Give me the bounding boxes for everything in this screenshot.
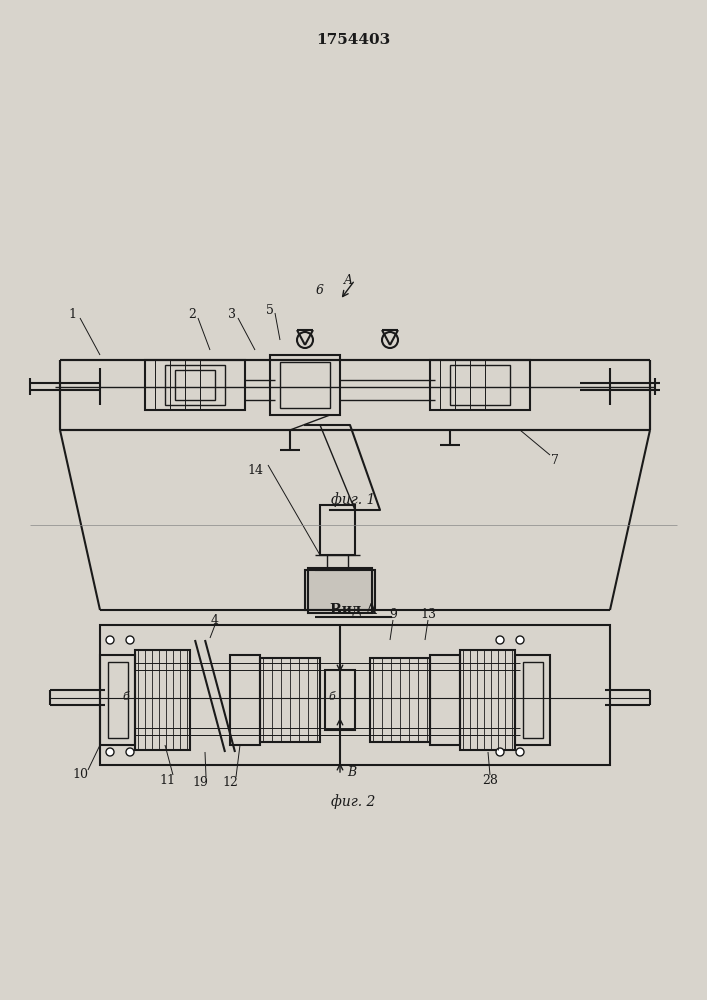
Bar — [165, 365, 225, 405]
Text: 12: 12 — [222, 776, 238, 788]
Text: 10: 10 — [72, 768, 88, 782]
Circle shape — [516, 748, 524, 756]
Bar — [523, 662, 543, 738]
Text: 2: 2 — [188, 308, 196, 322]
Circle shape — [126, 636, 134, 644]
Bar — [145, 360, 245, 410]
Circle shape — [516, 636, 524, 644]
Bar — [460, 650, 515, 750]
Text: 1754403: 1754403 — [316, 33, 390, 47]
Text: б: б — [329, 692, 335, 702]
Bar — [280, 362, 330, 408]
Circle shape — [496, 636, 504, 644]
Text: A: A — [344, 273, 353, 286]
Bar — [100, 655, 135, 745]
Text: 9: 9 — [389, 608, 397, 621]
Text: б: б — [122, 692, 129, 702]
Circle shape — [106, 748, 114, 756]
Text: 28: 28 — [482, 774, 498, 786]
Text: 6: 6 — [316, 284, 324, 296]
Bar — [320, 505, 355, 555]
Circle shape — [126, 748, 134, 756]
Text: 13: 13 — [420, 608, 436, 621]
Text: фиг. 2: фиг. 2 — [331, 795, 375, 809]
Bar — [370, 658, 430, 742]
Bar — [260, 658, 320, 742]
Bar — [325, 670, 355, 730]
Text: 3: 3 — [228, 308, 236, 322]
Text: 7: 7 — [551, 454, 559, 466]
Text: 14: 14 — [247, 464, 263, 477]
Text: 19: 19 — [192, 776, 208, 788]
Bar — [135, 650, 190, 750]
Circle shape — [106, 636, 114, 644]
Bar — [515, 655, 550, 745]
Text: 5: 5 — [266, 304, 274, 316]
Bar — [450, 365, 510, 405]
Text: B: B — [347, 766, 356, 778]
Circle shape — [496, 748, 504, 756]
Bar — [230, 655, 260, 745]
Bar — [308, 568, 372, 613]
Bar — [430, 360, 530, 410]
Bar — [100, 625, 610, 765]
Text: фиг. 1: фиг. 1 — [331, 493, 375, 507]
Bar — [430, 655, 460, 745]
Bar — [305, 570, 375, 610]
Text: 4: 4 — [211, 613, 219, 626]
Bar — [108, 662, 128, 738]
Text: Вид A: Вид A — [329, 603, 376, 617]
Text: 1: 1 — [68, 308, 76, 322]
Bar — [270, 355, 340, 415]
Bar — [175, 370, 215, 400]
Text: 11: 11 — [159, 774, 175, 786]
